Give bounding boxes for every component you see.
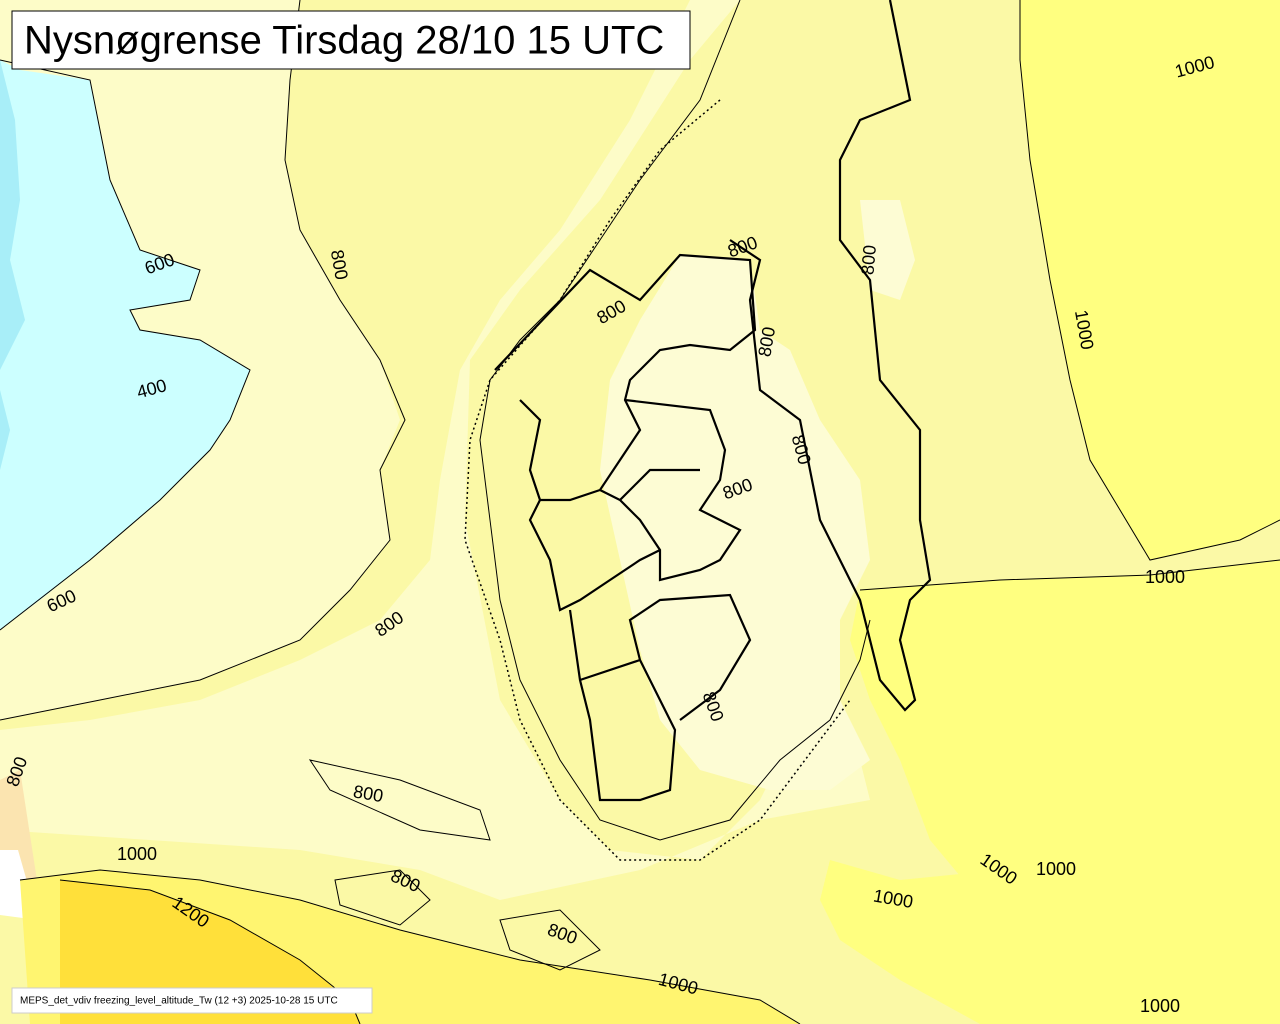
contour-line [0,59,251,631]
contour-line [334,869,431,926]
contour-label: 1000 [1140,996,1180,1016]
zone-1000-south [820,860,1280,1024]
zone-below-400 [0,60,25,470]
contour-label: 800 [857,244,880,276]
footer-box [11,987,373,1014]
map-title: Nysnøgrense Tirsdag 28/10 15 UTC [24,19,664,63]
contour-line [1019,0,1280,561]
zone-1000-north [1020,0,1280,560]
title-box [11,10,691,70]
zone-1000-east [850,560,1280,1024]
contour-line [19,869,801,1024]
territorial-line [464,99,851,861]
zone-inland [600,255,870,790]
coastline [479,0,871,841]
contour-label: 1000 [117,844,157,864]
contour-label: 1000 [1036,859,1076,879]
zone-400-600 [0,60,250,630]
country-border [729,0,932,712]
contour-line [308,759,491,841]
contour-line [0,0,406,721]
county-border [494,253,757,802]
contour-label: 1000 [1145,567,1185,587]
footer-text: MEPS_det_vdiv freezing_level_altitude_Tw… [20,996,338,1007]
zone-inland-east [860,200,915,300]
contour-line [499,909,601,971]
contour-line [859,559,1280,591]
